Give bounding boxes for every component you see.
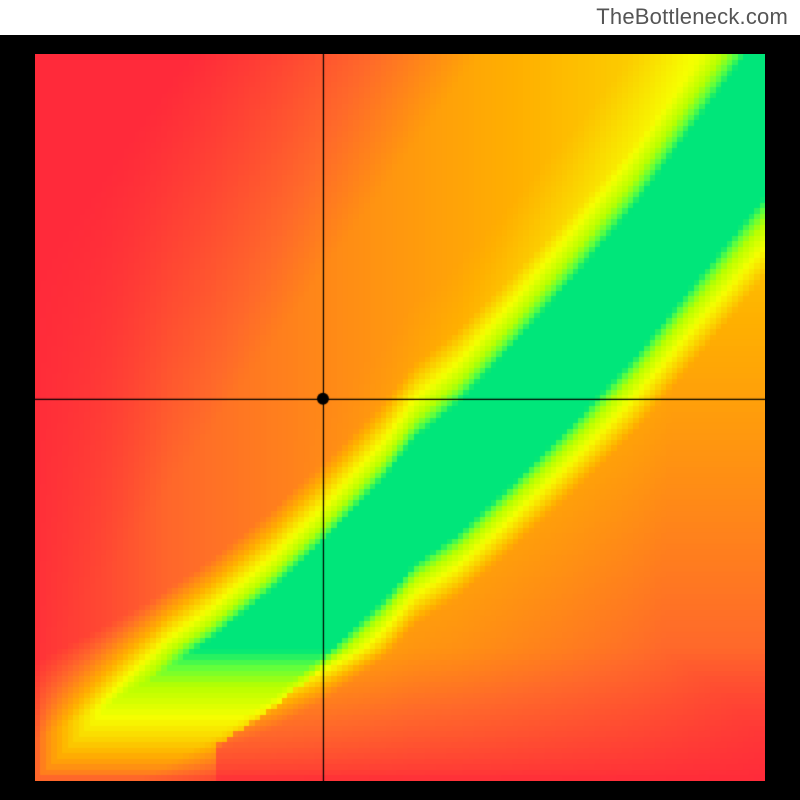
watermark-text: TheBottleneck.com <box>596 4 788 30</box>
chart-root: TheBottleneck.com <box>0 0 800 800</box>
heatmap-plot <box>35 54 765 781</box>
